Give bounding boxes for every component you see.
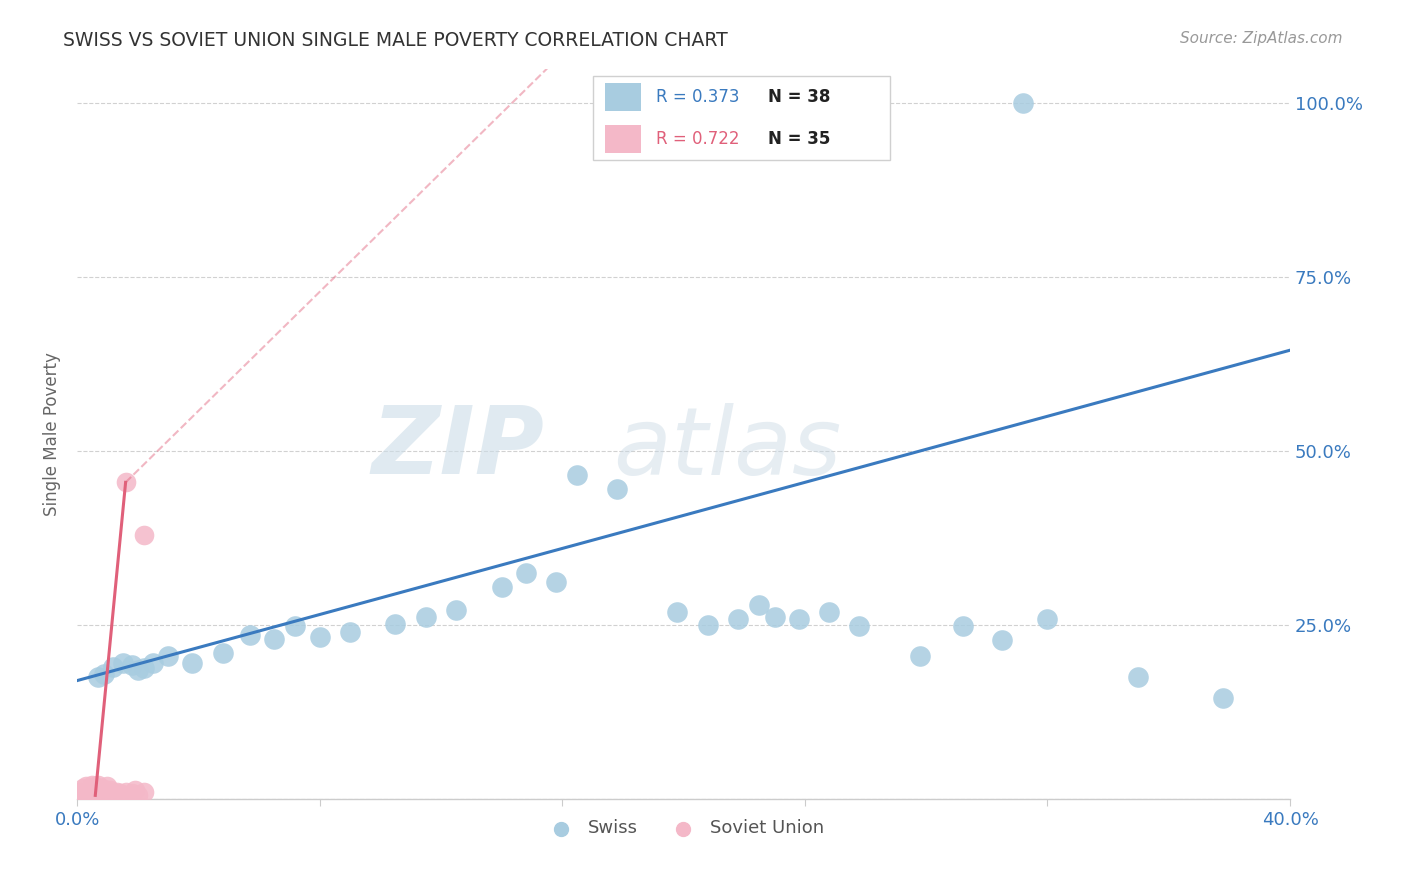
Point — [100, 783, 122, 797]
Point — [515, 566, 537, 580]
Point — [491, 580, 513, 594]
Point — [84, 789, 107, 803]
Point — [82, 786, 104, 800]
Point — [114, 785, 136, 799]
Point — [100, 789, 122, 803]
Point — [82, 781, 104, 796]
Point — [666, 606, 689, 620]
Point — [1012, 96, 1035, 111]
Bar — [605, 125, 641, 153]
Point — [87, 783, 110, 797]
Point — [308, 631, 330, 645]
Point — [72, 781, 94, 796]
Point — [87, 788, 110, 802]
Point — [121, 786, 143, 800]
Point — [132, 527, 155, 541]
Point — [1212, 690, 1234, 705]
Point — [117, 788, 139, 802]
Point — [77, 789, 100, 804]
Text: SWISS VS SOVIET UNION SINGLE MALE POVERTY CORRELATION CHART: SWISS VS SOVIET UNION SINGLE MALE POVERT… — [63, 31, 728, 50]
Point — [75, 780, 97, 794]
Point — [121, 658, 143, 673]
Point — [284, 619, 307, 633]
Point — [991, 633, 1014, 648]
Point — [90, 789, 112, 804]
Text: Source: ZipAtlas.com: Source: ZipAtlas.com — [1180, 31, 1343, 46]
Point — [124, 783, 146, 797]
Point — [132, 661, 155, 675]
Point — [90, 780, 112, 795]
Point — [127, 789, 149, 803]
Point — [211, 646, 233, 660]
Bar — [605, 83, 641, 111]
Point — [787, 612, 810, 626]
Point — [111, 657, 134, 671]
Text: N = 38: N = 38 — [769, 88, 831, 106]
Point — [111, 789, 134, 803]
Point — [444, 602, 467, 616]
Point — [763, 609, 786, 624]
Point — [114, 475, 136, 490]
Point — [127, 663, 149, 677]
Point — [96, 786, 118, 800]
Text: atlas: atlas — [613, 403, 841, 494]
Point — [84, 780, 107, 794]
Point — [567, 468, 589, 483]
Point — [696, 618, 718, 632]
Legend: Swiss, Soviet Union: Swiss, Soviet Union — [536, 812, 831, 845]
FancyBboxPatch shape — [592, 76, 890, 160]
Point — [181, 657, 204, 671]
Point — [908, 649, 931, 664]
Point — [132, 785, 155, 799]
Point — [142, 657, 165, 671]
Point — [82, 778, 104, 792]
Point — [848, 619, 870, 633]
Point — [108, 786, 131, 800]
Point — [818, 606, 841, 620]
Point — [239, 628, 262, 642]
Point — [87, 778, 110, 792]
Point — [103, 659, 125, 673]
Point — [103, 788, 125, 802]
Point — [384, 616, 406, 631]
Point — [96, 780, 118, 794]
Point — [727, 612, 749, 626]
Point — [75, 789, 97, 803]
Point — [748, 599, 770, 613]
Point — [72, 786, 94, 800]
Point — [87, 670, 110, 684]
Point — [93, 666, 115, 681]
Point — [69, 785, 91, 799]
Point — [1036, 612, 1059, 626]
Point — [415, 609, 437, 624]
Text: R = 0.722: R = 0.722 — [655, 129, 740, 148]
Point — [606, 483, 628, 497]
Y-axis label: Single Male Poverty: Single Male Poverty — [44, 351, 60, 516]
Point — [93, 788, 115, 802]
Text: N = 35: N = 35 — [769, 129, 831, 148]
Point — [1128, 670, 1150, 684]
Point — [263, 632, 285, 646]
Point — [77, 783, 100, 797]
Point — [339, 624, 361, 639]
Point — [952, 619, 974, 633]
Point — [93, 782, 115, 797]
Point — [84, 785, 107, 799]
Point — [157, 649, 180, 664]
Point — [90, 785, 112, 799]
Point — [105, 785, 128, 799]
Point — [546, 574, 568, 589]
Text: R = 0.373: R = 0.373 — [655, 88, 740, 106]
Text: ZIP: ZIP — [371, 402, 544, 494]
